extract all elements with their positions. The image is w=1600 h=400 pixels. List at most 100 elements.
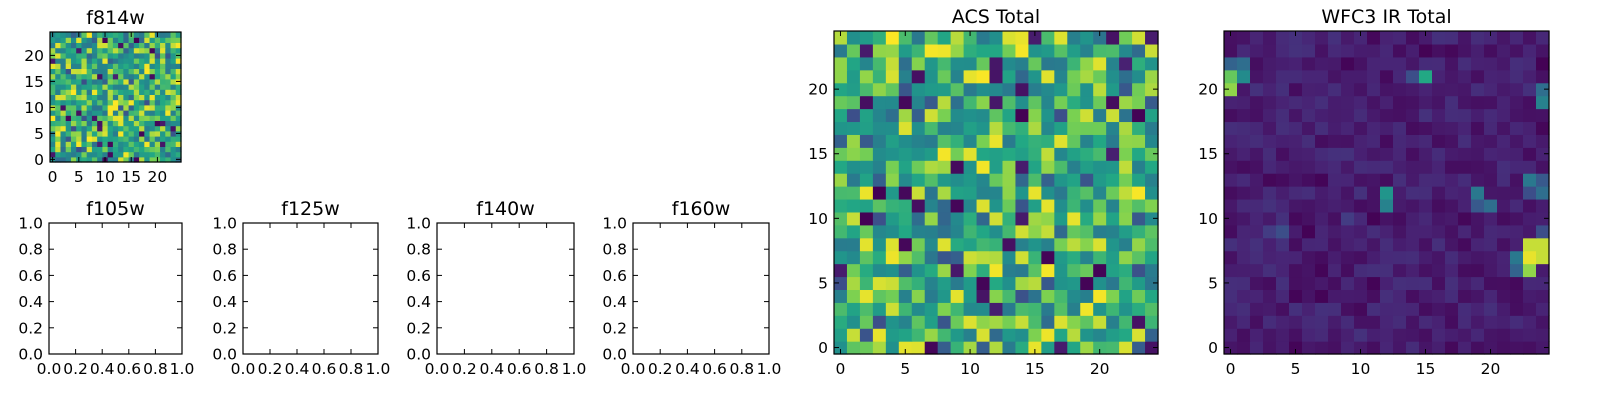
heatmap-cell	[139, 136, 145, 142]
heatmap-cell	[1354, 147, 1368, 161]
heatmap-cell	[170, 68, 177, 75]
heatmap-cell	[50, 37, 56, 43]
heatmap-cell	[924, 198, 939, 213]
heatmap-cell	[1067, 121, 1081, 135]
heatmap-cell	[1523, 173, 1537, 187]
heatmap-cell	[65, 84, 72, 90]
heatmap-cell	[924, 328, 939, 342]
heatmap-cell	[123, 125, 130, 132]
heatmap-cell	[911, 341, 926, 355]
heatmap-cell	[70, 141, 77, 147]
heatmap-cell	[834, 224, 848, 239]
heatmap-cell	[1067, 69, 1081, 84]
heatmap-cell	[55, 141, 62, 147]
heatmap-cell	[1523, 186, 1537, 200]
heatmap-cell	[76, 68, 83, 75]
heatmap-cell	[1250, 186, 1264, 200]
heatmap-cell	[112, 115, 119, 121]
heatmap-cell	[107, 110, 114, 116]
heatmap-cell	[1289, 121, 1303, 135]
y-tick-label: 0.0	[602, 346, 627, 364]
heatmap-cell	[1276, 121, 1290, 135]
heatmap-cell	[1328, 43, 1342, 58]
heatmap-cell	[65, 94, 72, 101]
heatmap-cell	[76, 94, 83, 101]
heatmap-cell	[976, 198, 991, 213]
heatmap-cell	[1015, 276, 1029, 290]
heatmap-cell	[859, 31, 874, 45]
heatmap-cell	[1328, 302, 1342, 316]
heatmap-cell	[989, 186, 1004, 200]
heatmap-cell	[885, 302, 900, 316]
heatmap-cell	[885, 250, 900, 265]
heatmap-cell	[859, 147, 874, 161]
heatmap-cell	[950, 43, 965, 58]
heatmap-cell	[898, 160, 913, 174]
x-tick-label: 0	[48, 168, 58, 186]
heatmap-cell	[1237, 134, 1251, 148]
heatmap-cell	[1224, 198, 1238, 213]
heatmap-cell	[1145, 328, 1159, 342]
heatmap-cell	[1432, 108, 1446, 123]
heatmap-cell	[50, 84, 56, 90]
y-tick-label: 5	[34, 125, 44, 143]
heatmap-cell	[872, 31, 887, 45]
heatmap-cell	[165, 42, 172, 49]
heatmap-cell	[1302, 328, 1316, 342]
heatmap-cell	[149, 89, 156, 95]
heatmap-cell	[1419, 147, 1433, 161]
heatmap-cell	[1106, 160, 1120, 174]
heatmap-cell	[1367, 315, 1381, 329]
heatmap-cell	[976, 289, 991, 303]
heatmap-cell	[133, 99, 140, 106]
heatmap-cell	[1523, 211, 1537, 226]
heatmap-cell	[70, 130, 77, 137]
heatmap-cell	[1341, 69, 1355, 84]
heatmap-cell	[1380, 56, 1394, 71]
heatmap-cell	[1445, 289, 1459, 303]
heatmap-cell	[118, 156, 124, 163]
heatmap-cell	[911, 95, 926, 110]
heatmap-cell	[1497, 173, 1511, 187]
heatmap-cell	[65, 47, 72, 54]
heatmap-cell	[149, 141, 156, 147]
heatmap-cell	[937, 276, 952, 290]
heatmap-cell	[1093, 69, 1107, 84]
heatmap-cell	[885, 121, 900, 135]
heatmap-cell	[1237, 302, 1251, 316]
heatmap-cell	[91, 84, 98, 90]
heatmap-cell	[1041, 134, 1055, 148]
x-tick-label: 0.2	[258, 360, 283, 378]
heatmap-cell	[112, 156, 119, 163]
heatmap-cell	[1497, 341, 1511, 355]
heatmap-cell	[112, 73, 119, 80]
heatmap-cell	[963, 211, 978, 226]
heatmap-cell	[859, 276, 874, 290]
heatmap-cell	[1536, 95, 1550, 110]
heatmap-cell	[1067, 43, 1081, 58]
heatmap-cell	[154, 146, 161, 153]
heatmap-cell	[976, 250, 991, 265]
heatmap-cell	[950, 315, 965, 329]
heatmap-cell	[911, 147, 926, 161]
heatmap-cell	[55, 63, 62, 69]
heatmap-cell	[1458, 56, 1472, 71]
heatmap-cell	[1080, 302, 1094, 316]
heatmap-cell	[154, 52, 161, 59]
heatmap-cell	[60, 99, 67, 106]
heatmap-cell	[1471, 56, 1485, 71]
heatmap-cell	[872, 95, 887, 110]
heatmap-cell	[160, 89, 166, 95]
heatmap-cell	[834, 341, 848, 355]
heatmap-cell	[1067, 237, 1081, 252]
heatmap-cell	[1041, 43, 1055, 58]
heatmap-cell	[165, 37, 172, 43]
heatmap-cell	[1224, 43, 1238, 58]
heatmap-cell	[139, 99, 145, 106]
heatmap-cell	[1067, 173, 1081, 187]
heatmap-cell	[133, 52, 140, 59]
heatmap-cell	[1145, 289, 1159, 303]
heatmap-cell	[76, 52, 83, 59]
panel-title: f140w	[476, 198, 535, 220]
heatmap-cell	[1132, 160, 1146, 174]
